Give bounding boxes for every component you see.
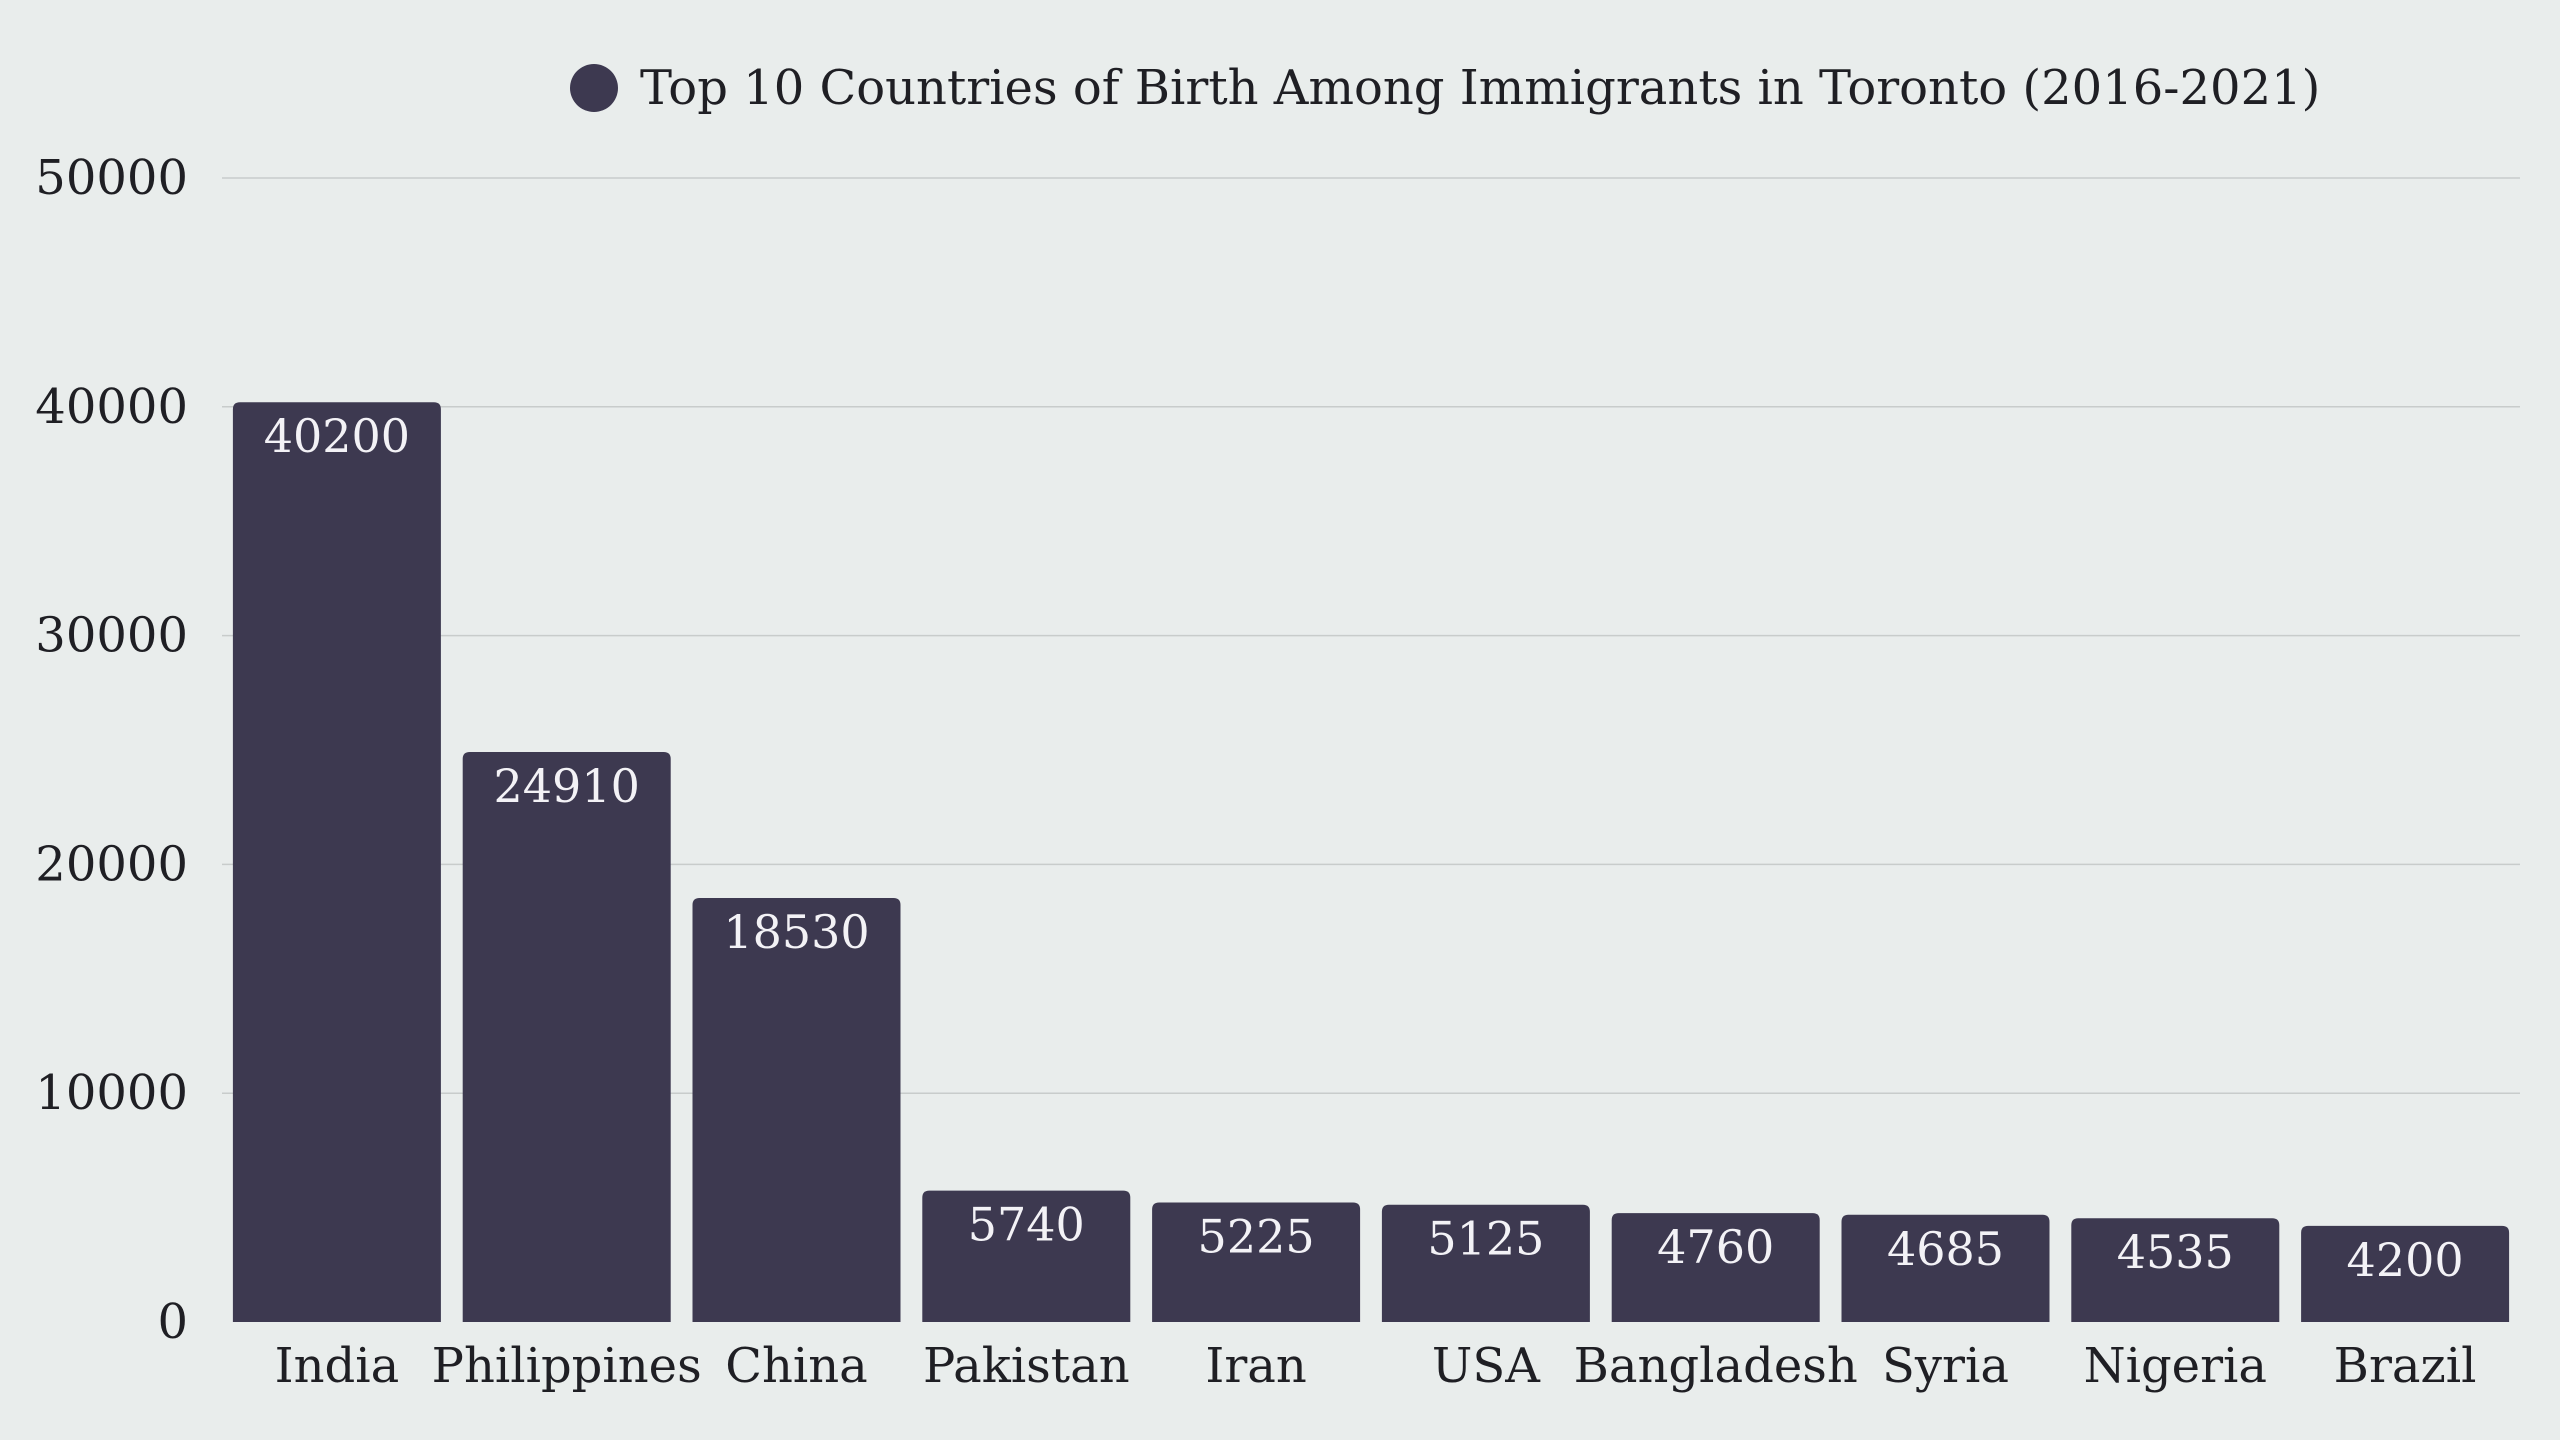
x-tick-label: India	[275, 1338, 400, 1394]
y-tick-label: 30000	[35, 608, 188, 664]
y-tick-label: 10000	[35, 1065, 188, 1121]
bar-india	[232, 402, 441, 1322]
x-axis-ticks: India Philippines China Pakistan Iran USA Bang…	[275, 1338, 2477, 1394]
bar-value-label: 4535	[2117, 1225, 2234, 1279]
bar-china	[692, 898, 901, 1322]
x-tick-label: Pakistan	[923, 1338, 1130, 1394]
bar-syria	[1841, 1214, 2050, 1322]
x-tick-label: China	[725, 1338, 868, 1394]
x-tick-label: Iran	[1205, 1338, 1306, 1394]
bar-value-label: 5740	[968, 1198, 1085, 1252]
bar-bangladesh	[1611, 1213, 1820, 1322]
bars	[232, 402, 2510, 1322]
x-tick-label: Philippines	[432, 1338, 702, 1394]
bar-value-label: 4685	[1887, 1222, 2004, 1276]
bar-philippines	[462, 752, 671, 1322]
chart-legend: Top 10 Countries of Birth Among Immigran…	[570, 56, 2320, 120]
bar-value-label: 4760	[1657, 1220, 1774, 1274]
bar-iran	[1152, 1202, 1361, 1322]
y-tick-label: 0	[157, 1294, 188, 1350]
bar-value-label: 40200	[264, 409, 410, 463]
bar-value-label: 5225	[1198, 1209, 1315, 1263]
bar-brazil	[2301, 1225, 2510, 1322]
x-tick-label: Brazil	[2334, 1338, 2477, 1394]
x-tick-label: Nigeria	[2084, 1338, 2267, 1394]
bar-value-label: 4200	[2347, 1233, 2464, 1287]
x-tick-label: USA	[1432, 1338, 1541, 1394]
bar-value-label: 24910	[494, 759, 640, 813]
legend-label: Top 10 Countries of Birth Among Immigran…	[640, 60, 2321, 116]
x-tick-label: Bangladesh	[1574, 1338, 1858, 1394]
bar-usa	[1381, 1204, 1590, 1322]
y-axis-ticks: 0 10000 20000 30000 40000 50000	[35, 150, 188, 1350]
x-tick-label: Syria	[1882, 1338, 2009, 1394]
bar-value-label: 5125	[1427, 1212, 1544, 1266]
legend-swatch	[570, 64, 618, 112]
y-tick-label: 40000	[35, 379, 188, 435]
y-tick-label: 20000	[35, 836, 188, 892]
bar-nigeria	[2071, 1218, 2280, 1322]
y-tick-label: 50000	[35, 150, 188, 206]
bar-pakistan	[922, 1190, 1131, 1322]
bar-value-labels: 40200 24910 18530 5740 5225 5125 4760 4685 4535 4…	[264, 409, 2464, 1287]
bar-value-label: 18530	[723, 905, 869, 959]
